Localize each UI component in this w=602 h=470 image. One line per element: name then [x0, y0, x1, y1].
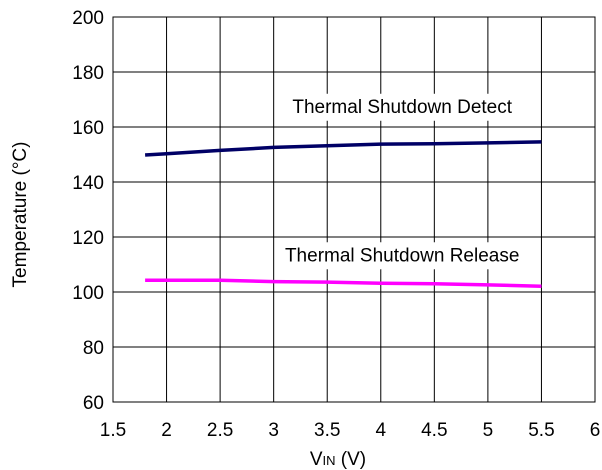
- annotation-background: [280, 242, 524, 270]
- y-tick-label: 60: [83, 393, 104, 414]
- x-tick-label: 2.5: [207, 420, 233, 441]
- series-line-shutdown-detect: [144, 140, 542, 157]
- annotation-release: Thermal Shutdown Release: [280, 242, 524, 270]
- y-tick-label: 140: [72, 173, 104, 194]
- x-tick-label: 2: [161, 420, 172, 441]
- x-tick-label: 4: [375, 420, 386, 441]
- x-tick-labels: 1.5 2 2.5 3 3.5 4 4.5 5 5.5 6: [100, 420, 601, 441]
- x-tick-label: 3: [268, 420, 279, 441]
- x-tick-label: 3.5: [314, 420, 340, 441]
- x-tick-label: 5: [483, 420, 494, 441]
- x-tick-label: 4.5: [421, 420, 447, 441]
- annotation-background: [288, 93, 517, 121]
- x-axis-label-subscript: IN: [323, 453, 336, 468]
- plot-area: [112, 16, 596, 403]
- annotation-layer: Thermal Shutdown Detect Thermal Shutdown …: [280, 93, 524, 270]
- y-axis-label: Temperature (°C): [10, 142, 31, 288]
- y-tick-labels: 60 80 100 120 140 160 180 200: [72, 8, 104, 414]
- series-layer: [144, 140, 542, 288]
- y-tick-label: 160: [72, 118, 104, 139]
- y-tick-label: 80: [83, 338, 104, 359]
- x-axis-label: VIN (V): [310, 449, 366, 470]
- y-tick-label: 200: [72, 8, 104, 29]
- x-axis-label-unit: (V): [336, 449, 367, 470]
- grid: [112, 16, 596, 403]
- x-axis-label-main: V: [310, 449, 323, 470]
- annotation-text: Thermal Shutdown Release: [285, 245, 519, 266]
- x-tick-label: 6: [590, 420, 601, 441]
- y-tick-label: 180: [72, 63, 104, 84]
- annotation-text: Thermal Shutdown Detect: [292, 97, 512, 118]
- x-tick-label: 1.5: [100, 420, 126, 441]
- x-tick-label: 5.5: [528, 420, 554, 441]
- y-tick-label: 120: [72, 228, 104, 249]
- y-tick-label: 100: [72, 283, 104, 304]
- annotation-detect: Thermal Shutdown Detect: [288, 93, 517, 121]
- series-line-shutdown-release: [145, 278, 542, 288]
